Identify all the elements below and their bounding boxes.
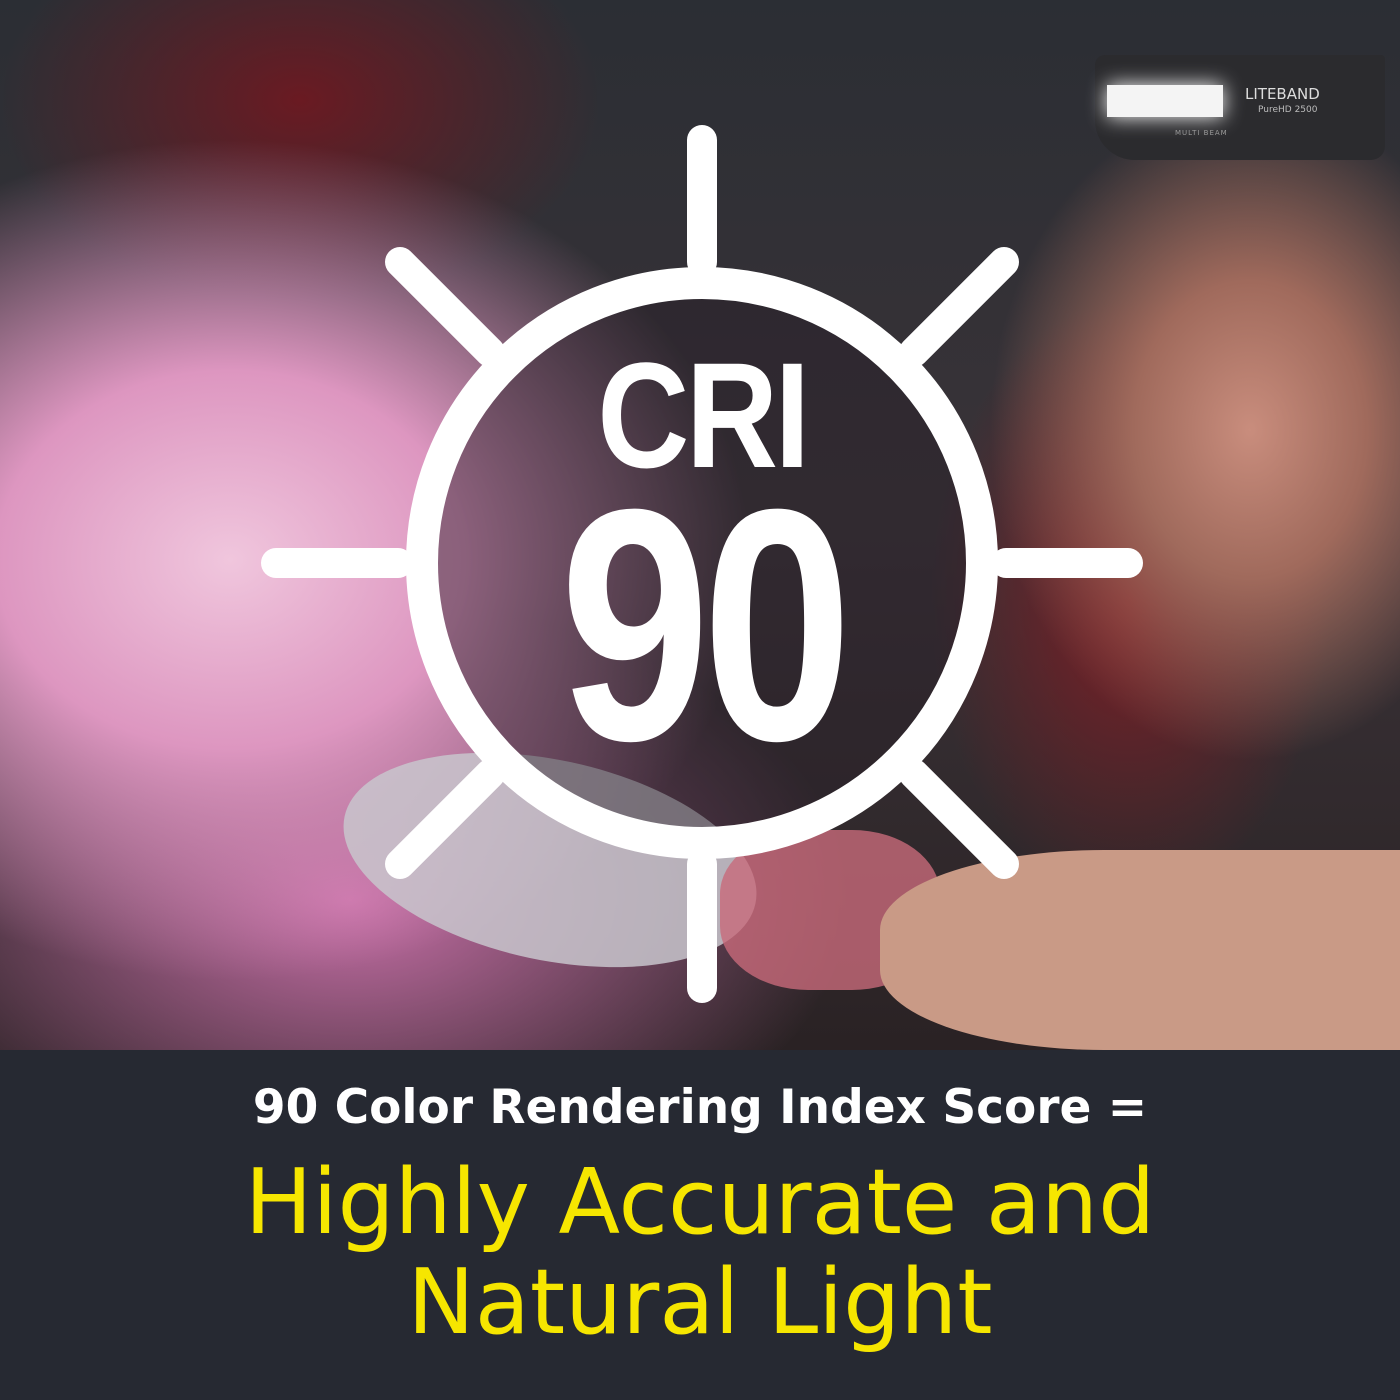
headline: 90 Color Rendering Index Score =: [252, 1080, 1148, 1135]
badge-value: 90: [559, 440, 853, 809]
tagline-line-1: Highly Accurate and: [244, 1150, 1156, 1255]
tagline-line-2: Natural Light: [407, 1250, 993, 1355]
headlamp-beam-label: MULTI BEAM: [1175, 129, 1228, 137]
headlamp-led: [1107, 85, 1223, 117]
headlamp: LITEBAND PureHD 2500 MULTI BEAM: [1095, 55, 1385, 160]
caption-panel: 90 Color Rendering Index Score = Highly …: [0, 1050, 1400, 1400]
badge-label: CRI: [597, 331, 810, 499]
headlamp-brand: LITEBAND: [1245, 85, 1320, 103]
product-photo: LITEBAND PureHD 2500 MULTI BEAM CRI 90: [0, 0, 1400, 1050]
arm: [880, 850, 1400, 1050]
sun-icon: [261, 125, 1143, 1003]
headlamp-model: PureHD 2500: [1258, 105, 1318, 115]
